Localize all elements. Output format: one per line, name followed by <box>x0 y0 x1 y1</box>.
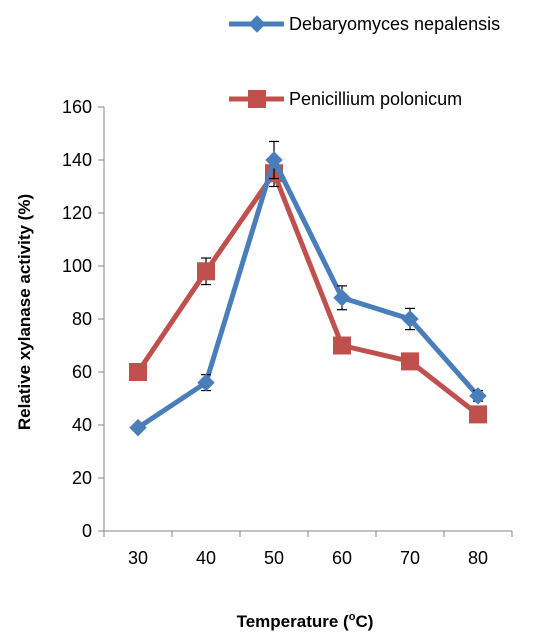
x-axis-title: Temperature (oC) <box>237 611 374 631</box>
data-point <box>469 405 487 424</box>
data-point <box>469 387 487 405</box>
legend: Debaryomyces nepalensis Penicillium polon… <box>229 14 500 109</box>
data-point <box>129 363 147 381</box>
data-point <box>197 262 215 281</box>
y-tick-label: 120 <box>62 203 92 223</box>
x-tick-label: 60 <box>332 548 352 568</box>
legend-marker <box>248 15 266 33</box>
x-tick-label: 50 <box>264 548 284 568</box>
y-tick-label: 20 <box>72 468 92 488</box>
x-tick-label: 40 <box>196 548 216 568</box>
y-tick-label: 160 <box>62 97 92 117</box>
y-tick-label: 140 <box>62 150 92 170</box>
legend-item: Penicillium polonicum <box>229 89 462 109</box>
series-line <box>136 157 480 430</box>
data-point <box>333 336 351 355</box>
series-layer <box>129 140 487 437</box>
legend-marker <box>248 90 266 108</box>
data-point <box>401 352 419 371</box>
legend-label: Debaryomyces nepalensis <box>289 14 500 34</box>
y-tick-label: 80 <box>72 309 92 329</box>
data-point <box>197 373 215 392</box>
data-point <box>401 310 419 328</box>
data-point <box>265 151 283 169</box>
x-tick-label: 70 <box>400 548 420 568</box>
series-penicillium <box>129 159 487 424</box>
data-point <box>333 289 351 307</box>
y-tick-label: 40 <box>72 415 92 435</box>
series-line <box>135 170 480 417</box>
data-point <box>129 418 147 437</box>
series-debaryomyces <box>129 140 487 437</box>
x-tick-label: 80 <box>468 548 488 568</box>
y-tick-label: 100 <box>62 256 92 276</box>
x-tick-label: 30 <box>128 548 148 568</box>
y-tick-label: 0 <box>82 521 92 541</box>
legend-item: Debaryomyces nepalensis <box>229 14 500 34</box>
y-tick-label: 60 <box>72 362 92 382</box>
axes: 0 20 40 60 80 100 120 140 160 30 40 50 60 70 80 <box>62 97 513 568</box>
y-axis-title: Relative xylanase activity (%) <box>15 194 34 430</box>
legend-label: Penicillium polonicum <box>289 89 462 109</box>
